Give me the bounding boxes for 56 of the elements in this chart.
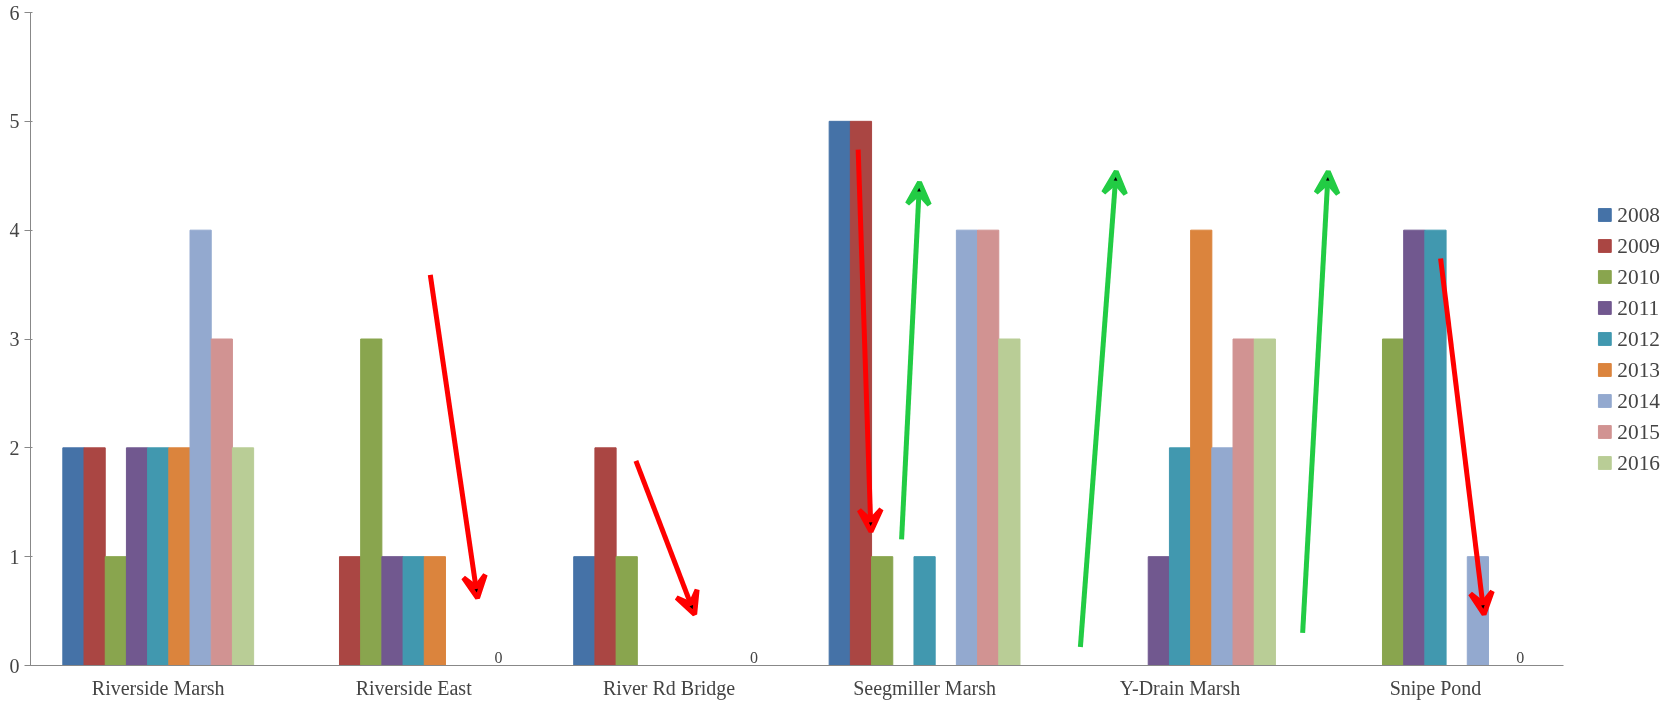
y-tick-label: 6 xyxy=(9,1,20,24)
bar xyxy=(573,556,596,666)
y-tick-label: 0 xyxy=(9,654,20,677)
data-label: 0 xyxy=(749,648,758,666)
data-label: 0 xyxy=(1516,648,1525,666)
legend-label: 2013 xyxy=(1617,357,1660,382)
bar xyxy=(913,556,936,666)
bar xyxy=(147,447,170,666)
bar xyxy=(231,447,255,666)
bar xyxy=(1190,229,1213,666)
bar xyxy=(1253,338,1276,666)
legend-label: 2008 xyxy=(1617,202,1660,227)
bar xyxy=(828,120,851,666)
bar xyxy=(423,556,446,666)
bar xyxy=(1147,556,1170,666)
legend-label: 2014 xyxy=(1617,388,1660,413)
bar xyxy=(83,447,106,666)
data-label: 0 xyxy=(494,648,503,666)
x-tick-label: Riverside Marsh xyxy=(91,676,225,699)
x-tick-label: River Rd Bridge xyxy=(603,676,736,700)
bar xyxy=(381,556,404,666)
x-tick-label: Snipe Pond xyxy=(1389,676,1482,700)
bar xyxy=(402,556,425,666)
y-tick-label: 3 xyxy=(9,328,20,350)
legend-label: 2010 xyxy=(1617,264,1660,289)
bar xyxy=(62,447,85,666)
y-tick-label: 5 xyxy=(9,110,20,133)
bar xyxy=(338,556,362,666)
x-tick-label: Seegmiller Marsh xyxy=(853,676,996,700)
x-tick-label: Y-Drain Marsh xyxy=(1119,676,1241,699)
bar xyxy=(977,229,1000,666)
bar xyxy=(125,447,149,666)
bar xyxy=(955,229,979,666)
bar xyxy=(594,447,617,666)
bar xyxy=(168,447,191,666)
bar xyxy=(615,556,638,666)
bar xyxy=(1168,447,1192,666)
legend-label: 2009 xyxy=(1617,233,1660,258)
y-tick-label: 2 xyxy=(9,436,20,459)
bar xyxy=(1211,447,1234,666)
x-tick-label: Riverside East xyxy=(355,676,473,699)
legend-label: 2012 xyxy=(1617,326,1660,351)
y-tick-label: 1 xyxy=(9,545,20,568)
bar xyxy=(1403,229,1426,666)
bar xyxy=(189,229,212,666)
bar xyxy=(104,556,127,666)
legend-label: 2015 xyxy=(1617,419,1660,444)
bar xyxy=(210,338,233,666)
legend-label: 2011 xyxy=(1617,295,1660,320)
legend-label: 2016 xyxy=(1617,450,1660,475)
y-tick-label: 4 xyxy=(9,219,20,242)
bar xyxy=(998,338,1021,666)
bar xyxy=(1381,338,1405,666)
bar xyxy=(871,556,894,666)
bar xyxy=(360,338,383,666)
bar xyxy=(1232,338,1255,666)
